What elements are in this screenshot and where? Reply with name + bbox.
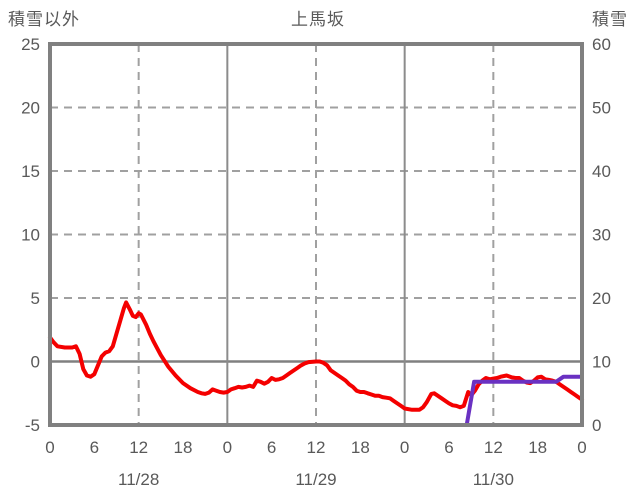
right-tick-label: 10 <box>592 353 611 372</box>
x-tick-label: 6 <box>90 438 99 457</box>
right-axis-title: 積雪 <box>592 10 628 29</box>
right-tick-label: 60 <box>592 35 611 54</box>
right-tick-label: 40 <box>592 162 611 181</box>
x-tick-label: 12 <box>129 438 148 457</box>
date-label: 11/29 <box>295 470 336 489</box>
x-tick-label: 18 <box>174 438 193 457</box>
left-tick-label: 5 <box>31 289 40 308</box>
left-tick-label: 10 <box>21 226 40 245</box>
right-tick-label: 30 <box>592 226 611 245</box>
plot-frame <box>48 42 584 427</box>
chart-title: 上馬坂 <box>291 10 345 29</box>
x-tick-label: 0 <box>400 438 409 457</box>
x-tick-label: 6 <box>267 438 276 457</box>
right-tick-label: 50 <box>592 99 611 118</box>
x-tick-label: 0 <box>45 438 54 457</box>
left-tick-label: 0 <box>31 353 40 372</box>
left-axis-title: 積雪以外 <box>8 10 80 29</box>
x-tick-label: 18 <box>528 438 547 457</box>
right-tick-label: 0 <box>592 416 601 435</box>
date-label: 11/28 <box>118 470 159 489</box>
x-tick-label: 0 <box>223 438 232 457</box>
left-tick-label: -5 <box>25 416 40 435</box>
x-tick-label: 0 <box>577 438 586 457</box>
x-tick-label: 6 <box>444 438 453 457</box>
date-label: 11/30 <box>473 470 514 489</box>
left-tick-label: 20 <box>21 99 40 118</box>
x-tick-label: 12 <box>484 438 503 457</box>
x-tick-label: 12 <box>307 438 326 457</box>
left-tick-label: 15 <box>21 162 40 181</box>
temperature-line <box>48 300 584 412</box>
right-tick-label: 20 <box>592 289 611 308</box>
left-tick-label: 25 <box>21 35 40 54</box>
x-tick-label: 18 <box>351 438 370 457</box>
